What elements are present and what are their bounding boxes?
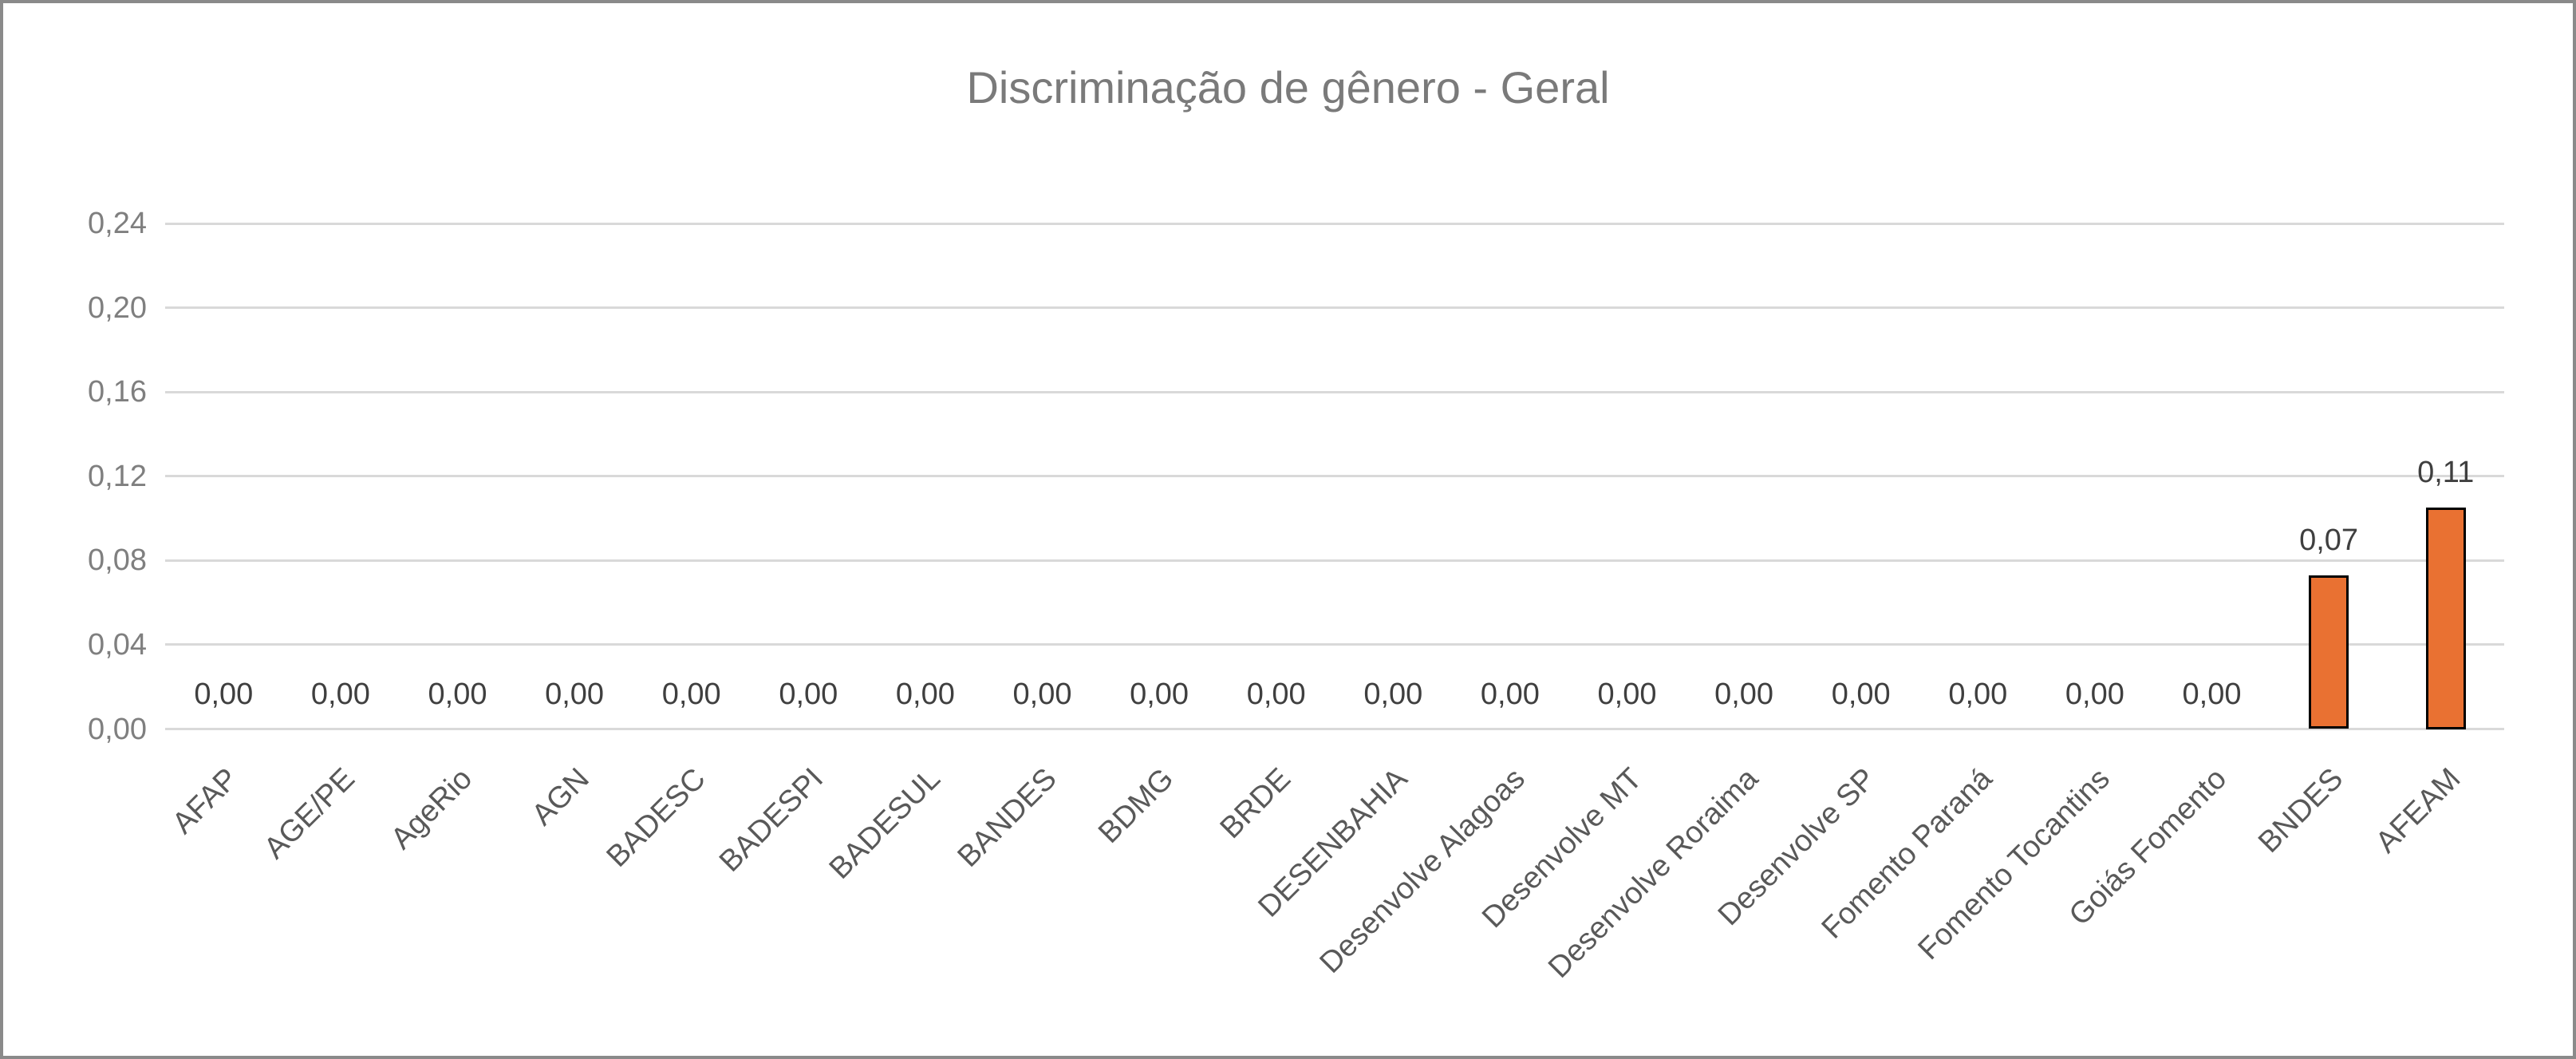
bar-data-label: 0,00 [661, 677, 721, 711]
bar-data-label: 0,00 [1714, 677, 1774, 711]
x-axis-category-label: BADESPI [712, 761, 830, 879]
x-axis-category-label: BADESC [600, 761, 713, 874]
bar-data-label: 0,00 [1012, 677, 1072, 711]
x-axis-category-label: AFAP [166, 761, 245, 841]
y-axis-tick-label: 0,20 [88, 290, 147, 325]
gridline [165, 475, 2504, 478]
y-axis-tick-label: 0,00 [88, 712, 147, 746]
x-axis-category-label: Desenvolve Roraima [1542, 761, 1765, 985]
bar-data-label: 0,00 [1831, 677, 1891, 711]
bar-data-label: 0,00 [1480, 677, 1540, 711]
chart-title: Discriminação de gênero - Geral [966, 62, 1610, 113]
bar-data-label: 0,00 [2065, 677, 2124, 711]
gridline [165, 222, 2504, 225]
bar-data-label: 0,00 [310, 677, 370, 711]
bar-data-label: 0,00 [2182, 677, 2242, 711]
bar-data-label: 0,00 [1597, 677, 1657, 711]
bar-data-label: 0,00 [428, 677, 487, 711]
gridline [165, 559, 2504, 562]
bar-data-label: 0,00 [895, 677, 955, 711]
bar [2309, 575, 2349, 729]
x-axis-category-label: AGE/PE [258, 761, 362, 866]
y-axis-tick-label: 0,24 [88, 207, 147, 240]
x-axis-category-label: BDMG [1092, 761, 1181, 851]
y-axis-tick-label: 0,12 [88, 459, 147, 493]
gridline [165, 643, 2504, 646]
y-axis-tick-label: 0,04 [88, 627, 147, 662]
bar-data-label: 0,00 [1130, 677, 1189, 711]
x-axis-category-label: Fomento Tocantins [1911, 761, 2116, 966]
bar-data-label: 0,00 [1363, 677, 1423, 711]
x-axis-category-label: Desenvolve Alagoas [1313, 761, 1532, 980]
x-axis-category-label: AFEAM [2369, 761, 2468, 859]
x-axis-category-label: BADESUL [823, 761, 947, 886]
x-axis-category-label: BRDE [1213, 761, 1298, 846]
bar-data-label: 0,00 [1948, 677, 2008, 711]
x-axis-category-label: AgeRio [385, 761, 479, 856]
bar-data-label: 0,07 [2299, 523, 2359, 557]
bar [2425, 508, 2466, 729]
bar-data-label: 0,00 [194, 677, 254, 711]
x-axis-category-label: BNDES [2252, 761, 2350, 859]
bar-data-label: 0,00 [779, 677, 838, 711]
gridline [165, 390, 2504, 393]
gridline [165, 306, 2504, 310]
x-axis-category-label: BANDES [951, 761, 1063, 874]
bar-data-label: 0,00 [1246, 677, 1306, 711]
bar-data-label: 0,11 [2417, 456, 2475, 490]
y-axis-tick-label: 0,16 [88, 375, 147, 409]
y-axis-tick-label: 0,08 [88, 543, 147, 578]
gridline [165, 728, 2504, 730]
bar-data-label: 0,00 [545, 677, 605, 711]
x-axis-category-label: AGN [525, 761, 596, 832]
